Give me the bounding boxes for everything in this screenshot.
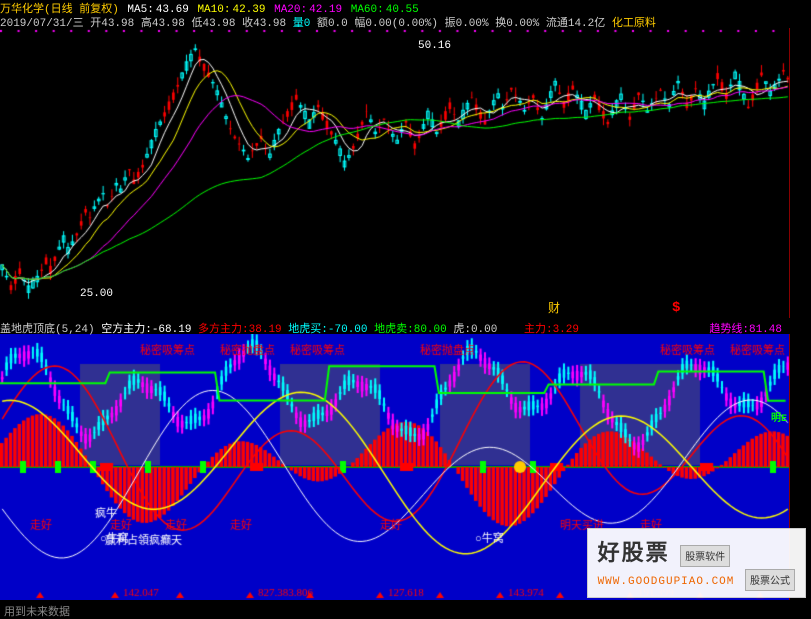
short-val: -68.19 bbox=[152, 324, 192, 336]
buy-val: -70.00 bbox=[328, 324, 368, 336]
watermark-main: 好股票 bbox=[598, 542, 670, 567]
ohlc-info: 2019/07/31/三 开43.98 高43.98 低43.98 收43.98… bbox=[0, 14, 656, 28]
ming-e-label: 明E bbox=[771, 409, 787, 425]
high: 43.98 bbox=[152, 18, 185, 30]
chg: 0.00(0.00%) bbox=[365, 18, 438, 30]
ma-header: 万华化学(日线 前复权) MA5:43.69 MA10:42.39 MA20:4… bbox=[0, 0, 421, 14]
turn: 0.00% bbox=[506, 18, 539, 30]
float-label: 流通 bbox=[546, 18, 568, 30]
indicator-header: 盖地虎顶底(5,24) 空方主力:-68.19 多方主力:38.19 地虎买:-… bbox=[0, 320, 790, 334]
date: 2019/07/31/三 bbox=[0, 18, 84, 30]
turn-label: 换 bbox=[495, 18, 506, 30]
sell-label: 地虎卖: bbox=[374, 324, 414, 336]
amp-label: 振 bbox=[445, 18, 456, 30]
main-candlestick-chart[interactable]: 50.16 25.00 财 $ bbox=[0, 28, 790, 318]
short-label: 空方主力: bbox=[101, 324, 152, 336]
high-label: 高 bbox=[141, 18, 152, 30]
tiger-label: 虎: bbox=[453, 324, 471, 336]
close: 43.98 bbox=[253, 18, 286, 30]
trend-label: 趋势线: bbox=[709, 324, 749, 336]
dollar-label: $ bbox=[672, 300, 680, 316]
open: 43.98 bbox=[101, 18, 134, 30]
long-label: 多方主力: bbox=[198, 324, 249, 336]
buy-label: 地虎买: bbox=[288, 324, 328, 336]
main-canvas bbox=[0, 28, 790, 318]
long-val: 38.19 bbox=[249, 324, 282, 336]
stock-chart-container: 万华化学(日线 前复权) MA5:43.69 MA10:42.39 MA20:4… bbox=[0, 0, 811, 618]
footer-text: 用到未来数据 bbox=[0, 603, 70, 618]
high-price-label: 50.16 bbox=[418, 40, 451, 52]
watermark: 好股票 股票软件 WWW.GOODGUPIAO.COM 股票公式 bbox=[587, 528, 806, 598]
trend-val: 81.48 bbox=[749, 324, 782, 336]
watermark-url: WWW.GOODGUPIAO.COM bbox=[598, 576, 735, 588]
sell-val: 80.00 bbox=[414, 324, 447, 336]
chg-label: 幅 bbox=[354, 18, 365, 30]
low-label: 低 bbox=[191, 18, 202, 30]
sector: 化工原料 bbox=[612, 18, 656, 30]
indicator-name: 盖地虎顶底(5,24) bbox=[0, 324, 95, 336]
float: 14.2亿 bbox=[568, 18, 605, 30]
vol: 0 bbox=[304, 18, 311, 30]
low: 43.98 bbox=[202, 18, 235, 30]
main-val: 3.29 bbox=[553, 324, 579, 336]
cai-label: 财 bbox=[548, 299, 560, 316]
main-label: 主力: bbox=[524, 324, 553, 336]
vol-label: 量 bbox=[293, 18, 304, 30]
amp: 0.00% bbox=[456, 18, 489, 30]
open-label: 开 bbox=[90, 18, 101, 30]
amt-label: 额 bbox=[317, 18, 328, 30]
tiger-val: 0.00 bbox=[471, 324, 497, 336]
watermark-box2: 股票公式 bbox=[745, 569, 795, 591]
amt: 0.0 bbox=[328, 18, 348, 30]
close-label: 收 bbox=[242, 18, 253, 30]
watermark-box1: 股票软件 bbox=[680, 545, 730, 567]
low-price-label: 25.00 bbox=[80, 288, 113, 300]
